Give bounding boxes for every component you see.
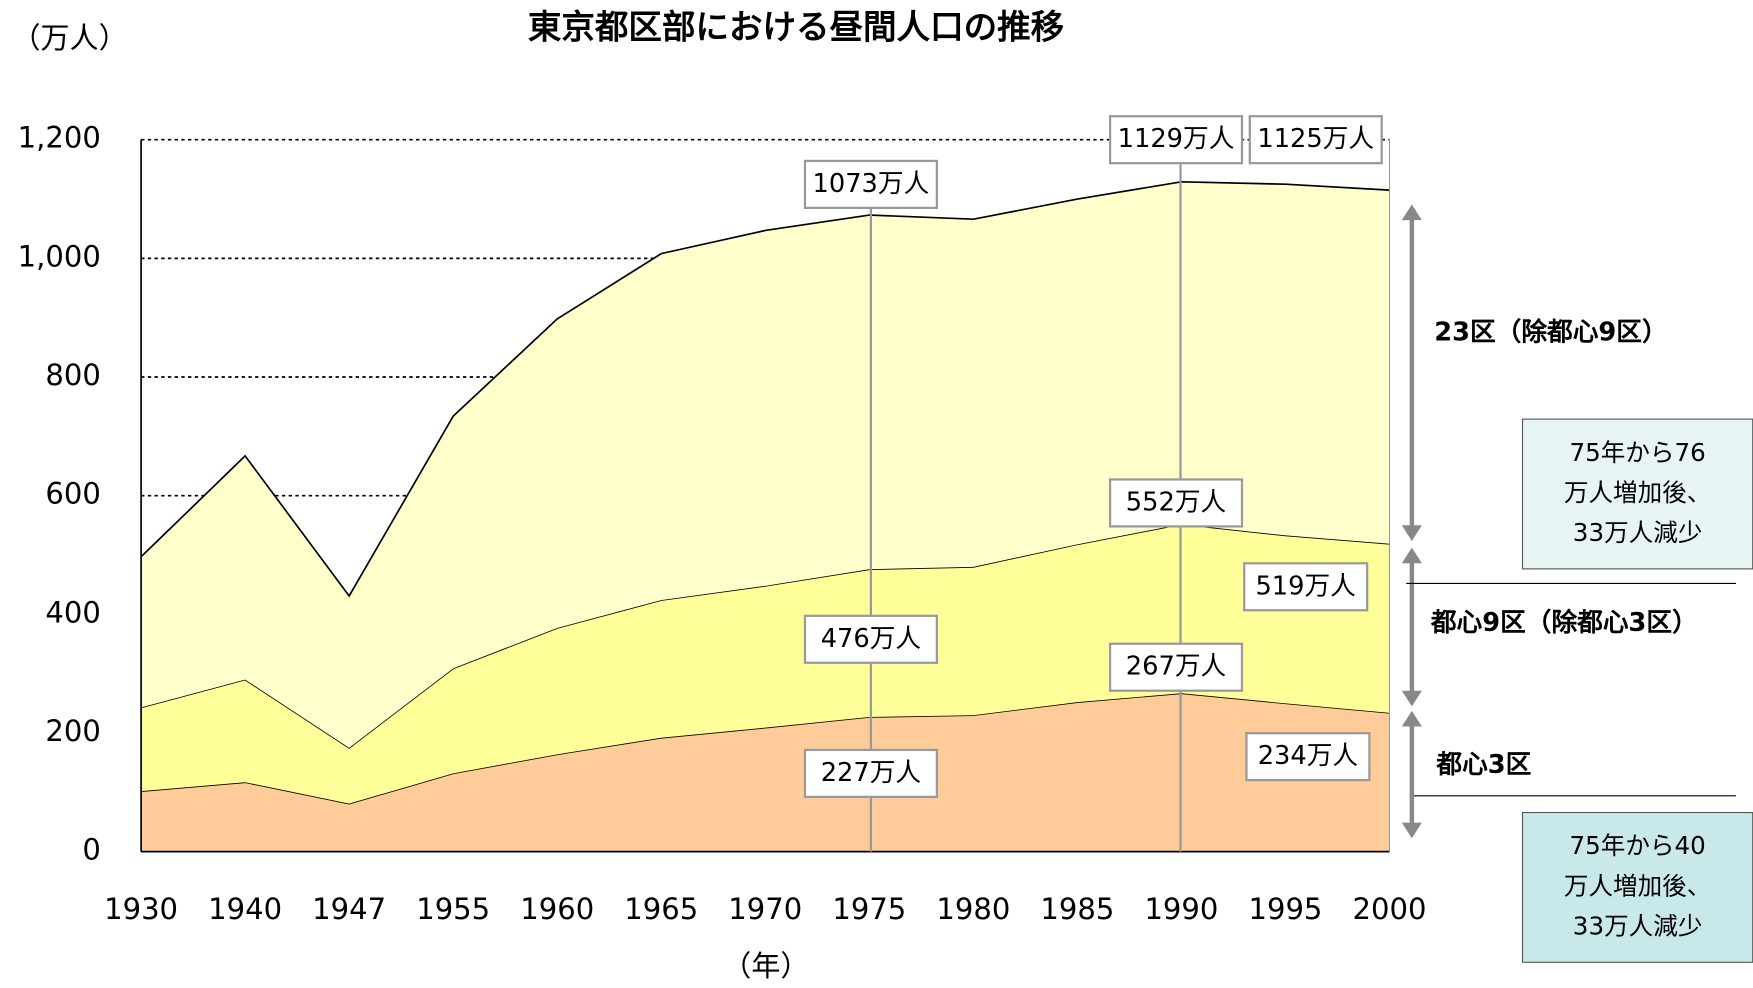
x-tick-label: 1995: [1248, 892, 1322, 926]
arrow-head: [1401, 690, 1422, 707]
annotation: 1073万人: [813, 169, 930, 199]
arrow-head: [1401, 547, 1422, 564]
x-tick-label: 1940: [208, 892, 282, 926]
area: [141, 524, 1390, 804]
annotation-box: [803, 748, 938, 798]
y-axis-label: （万人）: [11, 21, 127, 55]
series-label: 都心3区: [1435, 750, 1531, 780]
annotation: 519万人: [1255, 571, 1355, 601]
area: [141, 693, 1390, 852]
area: [141, 181, 1390, 748]
x-tick-label: 1985: [1040, 892, 1114, 926]
x-tick-label: 1970: [728, 892, 802, 926]
callout-box: [1521, 418, 1753, 570]
x-tick-label: 1965: [624, 892, 698, 926]
annotation-box: [1248, 115, 1383, 165]
annotation-box: [1108, 478, 1244, 528]
annotation-box: [1243, 562, 1369, 612]
callout-box: [1521, 811, 1753, 963]
annotation: 227万人: [821, 758, 921, 788]
arrow-head: [1401, 525, 1422, 541]
x-tick-label: 1947: [312, 892, 386, 926]
x-tick-label: 2000: [1353, 892, 1427, 926]
x-tick-label: 1930: [104, 892, 178, 926]
annotation: 234万人: [1258, 741, 1358, 771]
y-tick-label: 800: [45, 358, 100, 392]
callout-text: 33万人減少: [1573, 518, 1703, 547]
annotation: 476万人: [821, 624, 921, 654]
arrow-head: [1401, 822, 1422, 839]
arrow-head: [1401, 204, 1422, 221]
y-tick-label: 1,200: [18, 121, 101, 155]
y-tick-label: 1,000: [18, 239, 101, 273]
annotation-box: [1108, 642, 1244, 692]
series-label: 都心9区（除都心3区）: [1430, 607, 1698, 638]
x-tick-label: 1980: [936, 892, 1010, 926]
y-tick-label: 0: [82, 833, 100, 867]
callout-text: 33万人減少: [1573, 912, 1703, 941]
x-tick-label: 1955: [416, 892, 490, 926]
annotation: 1125万人: [1257, 124, 1374, 154]
y-tick-label: 200: [45, 714, 100, 748]
callout-text: 万人増加後、: [1564, 871, 1711, 900]
annotation: 552万人: [1126, 487, 1226, 517]
y-tick-label: 600: [45, 477, 100, 511]
x-tick-label: 1960: [520, 892, 594, 926]
callout-text: 75年から40: [1569, 831, 1705, 860]
annotation-box: [803, 614, 938, 664]
series-label: 23区（除都心9区）: [1434, 317, 1667, 348]
x-tick-label: 1990: [1144, 892, 1218, 926]
callout-text: 万人増加後、: [1564, 478, 1711, 507]
annotation-box: [1245, 732, 1371, 782]
callout-text: 75年から76: [1569, 438, 1705, 467]
y-tick-label: 400: [45, 595, 100, 629]
annotation: 1129万人: [1118, 124, 1235, 154]
x-axis-label: （年）: [722, 949, 809, 983]
annotation-box: [803, 159, 938, 209]
annotation: 267万人: [1126, 652, 1226, 682]
arrow-head: [1401, 710, 1422, 727]
chart-title: 東京都区部における昼間人口の推移: [528, 8, 1064, 47]
x-tick-label: 1975: [832, 892, 906, 926]
annotation-box: [1108, 115, 1244, 165]
